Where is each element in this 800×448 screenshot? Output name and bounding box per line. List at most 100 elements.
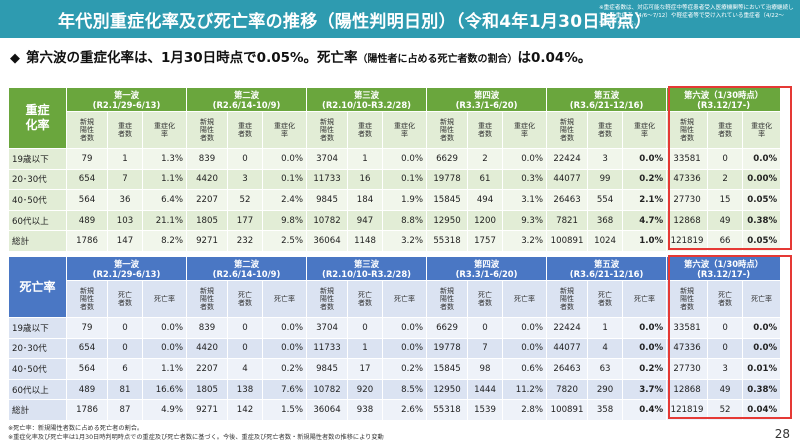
severity-cell: 15845 [426, 189, 469, 211]
wave-name: 第六波（1/30時点） [683, 258, 764, 269]
severity-sub-header: 新規 陽性 者数 [546, 111, 589, 149]
severity-wave-header: 第三波 (R2.10/10-R3.2/28) [305, 87, 428, 112]
severity-cell: 1.0% [622, 230, 668, 252]
death-cell: 142 [227, 399, 263, 421]
death-cell: 27730 [666, 358, 709, 380]
severity-cell: 52 [227, 189, 263, 211]
severity-cell: 3.2% [502, 230, 548, 252]
death-cell: 0.4% [622, 399, 668, 421]
severity-cell: 0.0% [502, 148, 548, 170]
sixth-wave-highlight-severity [668, 86, 792, 250]
death-wave-header: 第三波 (R2.10/10-R3.2/28) [305, 256, 428, 281]
death-sub-header: 死亡 者数 [107, 280, 143, 318]
wave-name: 第四波 [473, 89, 500, 100]
death-cell: 1 [347, 337, 383, 360]
severity-cell: 554 [587, 189, 624, 211]
row-label: 60代以上 [8, 378, 67, 401]
row-label: 総計 [8, 399, 67, 421]
death-sub-header: 新規 陽性 者数 [186, 280, 228, 318]
severity-cell: 3704 [306, 148, 348, 170]
severity-wave-header: 第五波 (R3.6/21-12/16) [546, 87, 668, 112]
severity-sub-header: 新規 陽性 者数 [66, 111, 108, 149]
severity-cell: 1.1% [142, 168, 187, 191]
severity-sub-header: 重症化 率 [262, 111, 307, 149]
death-sub-header: 死亡 者数 [707, 280, 744, 318]
severity-cell: 49 [707, 209, 744, 232]
severity-sub-header: 重症 者数 [707, 111, 744, 149]
death-table: 死亡率 第一波 (R2.1/29-6/13) 第二波 (R2.6/14-10/9) 第三波… [8, 256, 782, 421]
death-cell: 0.0% [142, 317, 187, 339]
death-wave-header: 第四波 (R3.3/1-6/20) [426, 256, 548, 281]
severity-cell: 103 [107, 209, 143, 232]
death-cell: 9271 [186, 399, 228, 421]
table-row: 19歳以下 79 0 0.0% 839 0 0.0% 3704 0 0.0% 6629 0 0.0% 22… [8, 317, 782, 339]
death-cell: 7.6% [262, 378, 307, 401]
death-cell: 2207 [186, 358, 228, 380]
death-cell: 0.0% [622, 337, 668, 360]
severity-cell: 121819 [666, 230, 709, 252]
death-sub-header: 新規 陽性 者数 [66, 280, 108, 318]
death-cell: 1.1% [142, 358, 187, 380]
wave-name: 第五波 [593, 89, 620, 100]
death-cell: 0.2% [381, 358, 428, 380]
death-cell: 81 [107, 378, 143, 401]
death-cell: 0 [107, 337, 143, 360]
death-cell: 22424 [546, 317, 589, 339]
death-wave-header: 第二波 (R2.6/14-10/9) [186, 256, 307, 281]
severity-cell: 0.3% [502, 168, 548, 191]
death-cell: 920 [347, 378, 383, 401]
severity-cell: 9.3% [502, 209, 548, 232]
severity-cell: 36 [107, 189, 143, 211]
severity-cell: 2 [467, 148, 504, 170]
death-cell: 0.0% [381, 317, 428, 339]
severity-cell: 177 [227, 209, 263, 232]
severity-cell: 8.8% [381, 209, 428, 232]
wave-range: (R3.12/17-) [697, 99, 751, 110]
severity-cell: 2.1% [622, 189, 668, 211]
wave-range: (R2.1/29-6/13) [92, 268, 161, 279]
death-cell: 26463 [546, 358, 589, 380]
severity-cell: 44077 [546, 168, 589, 191]
wave-range: (R3.12/17-) [697, 268, 751, 279]
table-row: 総計 1786 147 8.2% 9271 232 2.5% 36064 1148 3.2% 553… [8, 230, 782, 252]
death-cell: 0.0% [622, 317, 668, 339]
death-cell: 3704 [306, 317, 348, 339]
death-cell: 52 [707, 399, 744, 421]
death-cell: 564 [66, 358, 108, 380]
death-cell: 0.01% [742, 358, 782, 380]
wave-range: (R2.6/14-10/9) [212, 268, 281, 279]
death-sub-header: 新規 陽性 者数 [426, 280, 469, 318]
severity-sub-header: 新規 陽性 者数 [666, 111, 709, 149]
death-cell: 63 [587, 358, 624, 380]
header-note: ※重症者数は、対応可能な軽症中等症患者受入医療機関等において治療継続している重症… [599, 5, 794, 27]
severity-cell: 55318 [426, 230, 469, 252]
severity-sub-header: 重症化 率 [622, 111, 668, 149]
summary-text-1: 第六波の重症化率は、1月30日時点で0.05%。死亡率 [26, 50, 358, 66]
severity-cell: 0 [227, 148, 263, 170]
severity-cell: 147 [107, 230, 143, 252]
severity-cell: 4420 [186, 168, 228, 191]
death-cell: 55318 [426, 399, 469, 421]
table-row: 40･50代 564 36 6.4% 2207 52 2.4% 9845 184 1.9% 1584… [8, 189, 782, 211]
severity-cell: 4.7% [622, 209, 668, 232]
death-cell: 0 [347, 317, 383, 339]
death-cell: 138 [227, 378, 263, 401]
severity-sub-header: 重症化 率 [742, 111, 782, 149]
row-label: 20･30代 [8, 168, 67, 191]
severity-sub-header: 新規 陽性 者数 [426, 111, 469, 149]
severity-cell: 6629 [426, 148, 469, 170]
severity-cell: 489 [66, 209, 108, 232]
severity-sub-header: 重症 者数 [227, 111, 263, 149]
severity-cell: 12950 [426, 209, 469, 232]
row-label: 総計 [8, 230, 67, 252]
death-sub-header: 死亡率 [502, 280, 548, 318]
death-sub-header: 新規 陽性 者数 [666, 280, 709, 318]
table-row: 20･30代 654 7 1.1% 4420 3 0.1% 11733 16 0.1% 19778 6… [8, 168, 782, 191]
table-row: 40･50代 564 6 1.1% 2207 4 0.2% 9845 17 0.2% 15845 98… [8, 358, 782, 380]
severity-cell: 11733 [306, 168, 348, 191]
wave-name: 第一波 [113, 89, 140, 100]
death-sub-header: 死亡率 [622, 280, 668, 318]
table-row: 19歳以下 79 1 1.3% 839 0 0.0% 3704 1 0.0% 6629 2 0.0% 22… [8, 148, 782, 170]
footnote-2: ※重症化率及び死亡率は1月30日時判明時点での重症及び死亡者数に基づく。今後、重… [8, 434, 384, 441]
death-cell: 4420 [186, 337, 228, 360]
